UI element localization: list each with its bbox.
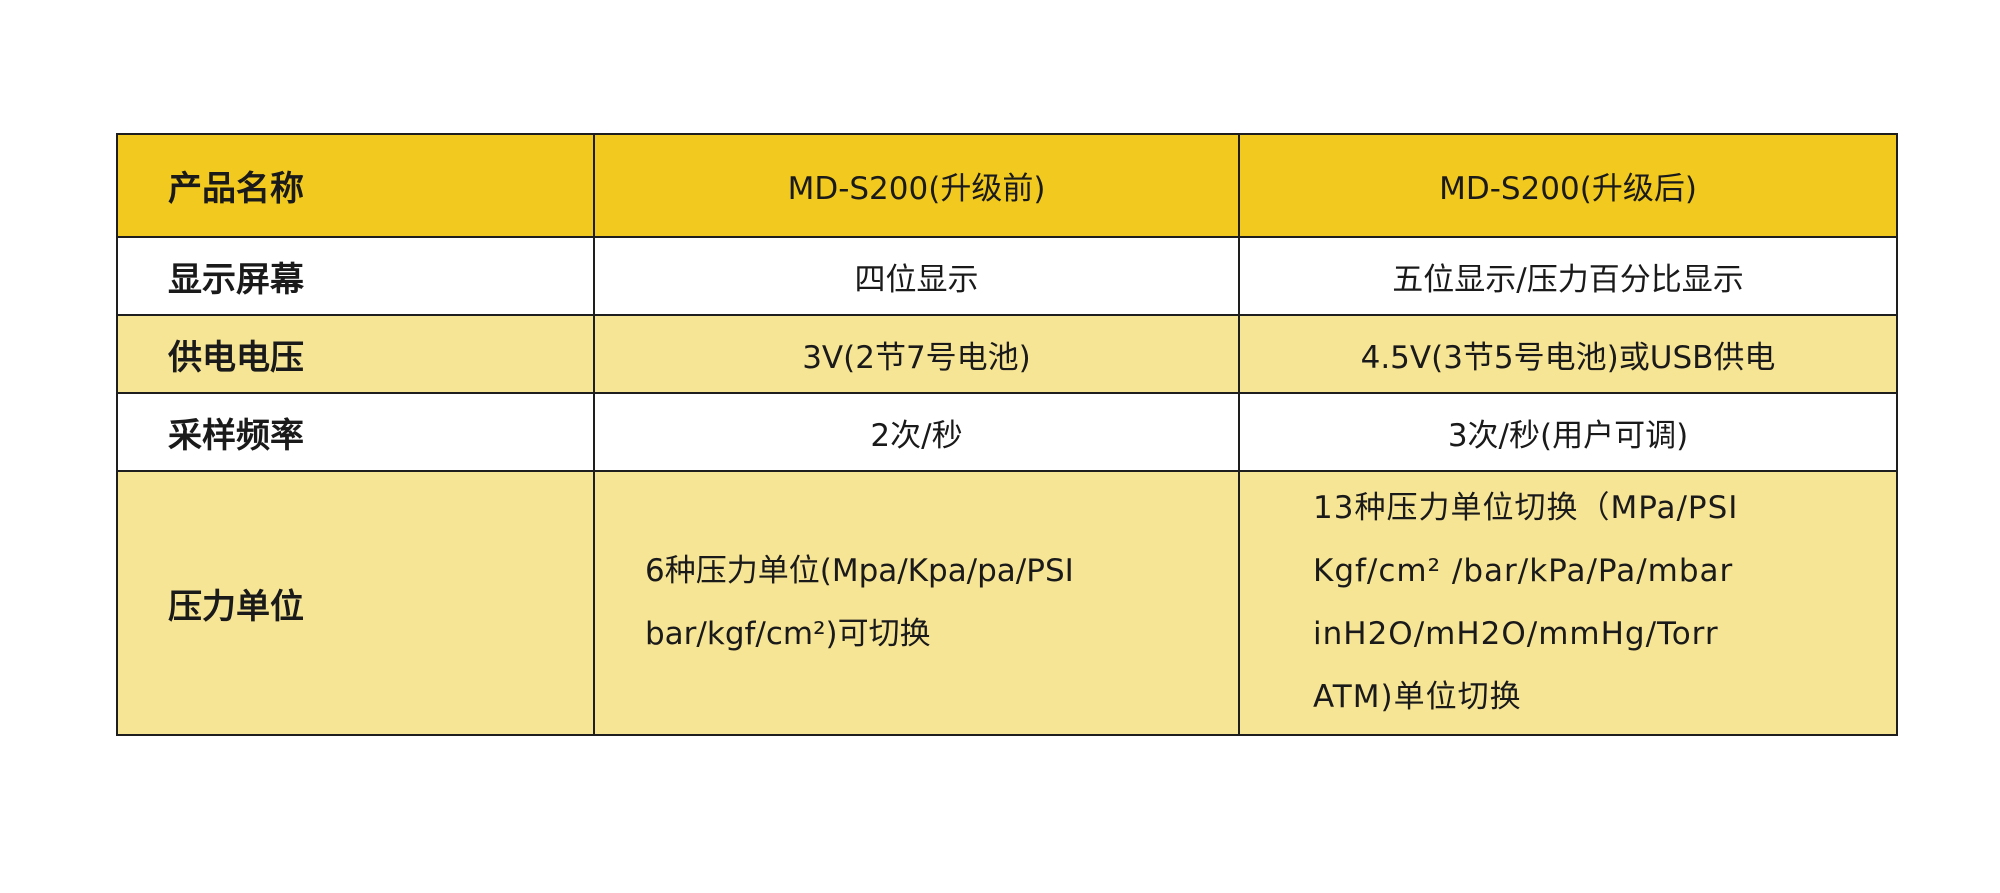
cell-after: 3次/秒(用户可调) — [1238, 392, 1898, 472]
cell-line: bar/kgf/cm²)可切换 — [645, 616, 931, 652]
cell-before: 2次/秒 — [593, 392, 1240, 472]
row-label: 压力单位 — [116, 470, 595, 736]
cell-line: Kgf/cm² /bar/kPa/Pa/mbar — [1313, 553, 1734, 589]
table-row: 采样频率 2次/秒 3次/秒(用户可调) — [116, 392, 1898, 472]
header-label: 产品名称 — [116, 133, 595, 238]
cell-after: 13种压力单位切换（MPa/PSI Kgf/cm² /bar/kPa/Pa/mb… — [1238, 470, 1898, 736]
comparison-table: 产品名称 MD-S200(升级前) MD-S200(升级后) 显示屏幕 四位显示… — [116, 133, 1898, 736]
cell-line: ATM)单位切换 — [1313, 679, 1522, 715]
cell-after: 4.5V(3节5号电池)或USB供电 — [1238, 314, 1898, 394]
table-row: 显示屏幕 四位显示 五位显示/压力百分比显示 — [116, 236, 1898, 316]
cell-line: inH2O/mH2O/mmHg/Torr — [1313, 616, 1719, 652]
cell-before: 3V(2节7号电池) — [593, 314, 1240, 394]
table-header-row: 产品名称 MD-S200(升级前) MD-S200(升级后) — [116, 133, 1898, 238]
row-label: 供电电压 — [116, 314, 595, 394]
row-label: 采样频率 — [116, 392, 595, 472]
table-row: 供电电压 3V(2节7号电池) 4.5V(3节5号电池)或USB供电 — [116, 314, 1898, 394]
header-after: MD-S200(升级后) — [1238, 133, 1898, 238]
cell-line: 6种压力单位(Mpa/Kpa/pa/PSI — [645, 553, 1074, 589]
row-label: 显示屏幕 — [116, 236, 595, 316]
cell-line: 13种压力单位切换（MPa/PSI — [1313, 490, 1739, 526]
header-before: MD-S200(升级前) — [593, 133, 1240, 238]
table-row: 压力单位 6种压力单位(Mpa/Kpa/pa/PSI bar/kgf/cm²)可… — [116, 470, 1898, 736]
cell-after: 五位显示/压力百分比显示 — [1238, 236, 1898, 316]
cell-before: 四位显示 — [593, 236, 1240, 316]
cell-before: 6种压力单位(Mpa/Kpa/pa/PSI bar/kgf/cm²)可切换 — [593, 470, 1240, 736]
